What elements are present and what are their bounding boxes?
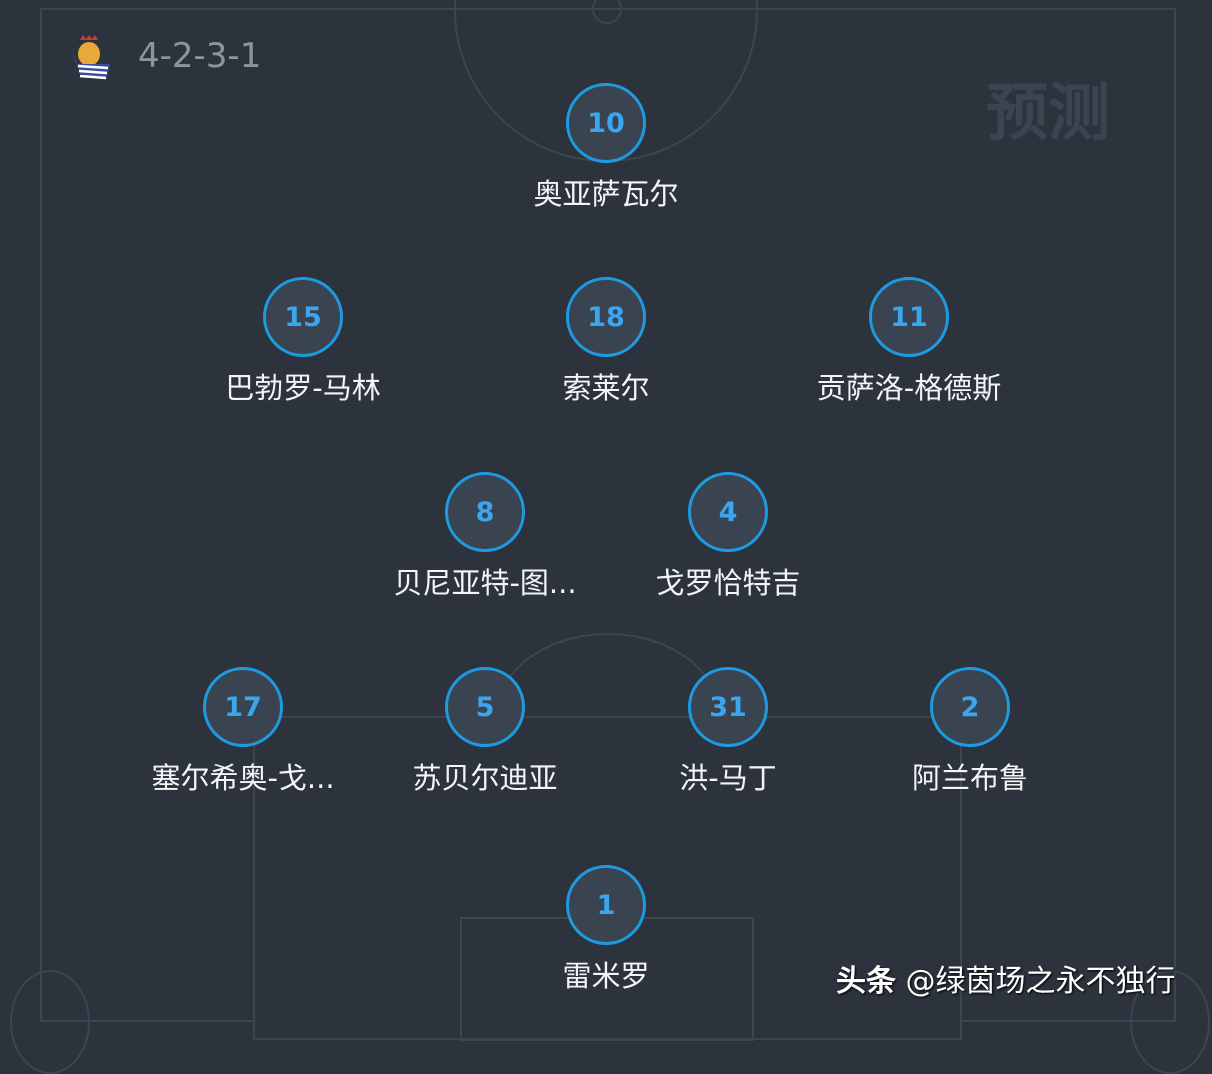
jersey-number-badge: 17 (203, 667, 283, 747)
player[interactable]: 10 奥亚萨瓦尔 (476, 83, 736, 213)
author-handle: @绿茵场之永不独行 (905, 964, 1176, 999)
player-name: 阿兰布鲁 (911, 761, 1028, 795)
player-name: 戈罗恰特吉 (655, 566, 801, 600)
player[interactable]: 5 苏贝尔迪亚 (355, 667, 615, 797)
corner-arc-left (10, 970, 90, 1074)
player-name: 苏贝尔迪亚 (412, 761, 558, 795)
player[interactable]: 31 洪-马丁 (598, 667, 858, 797)
formation-label: 4-2-3-1 (138, 36, 262, 76)
source-credit: 头条 @绿茵场之永不独行 (836, 956, 1176, 1000)
player-name: 塞尔希奥-戈... (151, 761, 335, 795)
player-name: 索莱尔 (562, 371, 650, 405)
player-name: 洪-马丁 (679, 761, 777, 795)
player[interactable]: 8 贝尼亚特-图... (355, 472, 615, 602)
prediction-watermark: 预测 (986, 76, 1111, 149)
player-name: 雷米罗 (562, 959, 650, 993)
jersey-number-badge: 1 (566, 865, 646, 945)
player[interactable]: 11 贡萨洛-格德斯 (779, 277, 1039, 407)
platform-label: 头条 (836, 964, 896, 999)
player[interactable]: 1 雷米罗 (476, 865, 736, 995)
jersey-number-badge: 15 (263, 277, 343, 357)
jersey-number-badge: 11 (869, 277, 949, 357)
jersey-number-badge: 5 (445, 667, 525, 747)
player[interactable]: 17 塞尔希奥-戈... (113, 667, 373, 797)
player-name: 贡萨洛-格德斯 (816, 371, 1002, 405)
jersey-number-badge: 2 (930, 667, 1010, 747)
player-name: 巴勃罗-马林 (225, 371, 381, 405)
player-name: 贝尼亚特-图... (393, 566, 577, 600)
jersey-number-badge: 18 (566, 277, 646, 357)
player[interactable]: 4 戈罗恰特吉 (598, 472, 858, 602)
player-name: 奥亚萨瓦尔 (533, 177, 679, 211)
player[interactable]: 18 索莱尔 (476, 277, 736, 407)
jersey-number-badge: 4 (688, 472, 768, 552)
jersey-number-badge: 10 (566, 83, 646, 163)
player[interactable]: 15 巴勃罗-马林 (173, 277, 433, 407)
center-spot (592, 0, 622, 24)
team-badge-icon (70, 35, 110, 80)
jersey-number-badge: 8 (445, 472, 525, 552)
player[interactable]: 2 阿兰布鲁 (840, 667, 1100, 797)
jersey-number-badge: 31 (688, 667, 768, 747)
